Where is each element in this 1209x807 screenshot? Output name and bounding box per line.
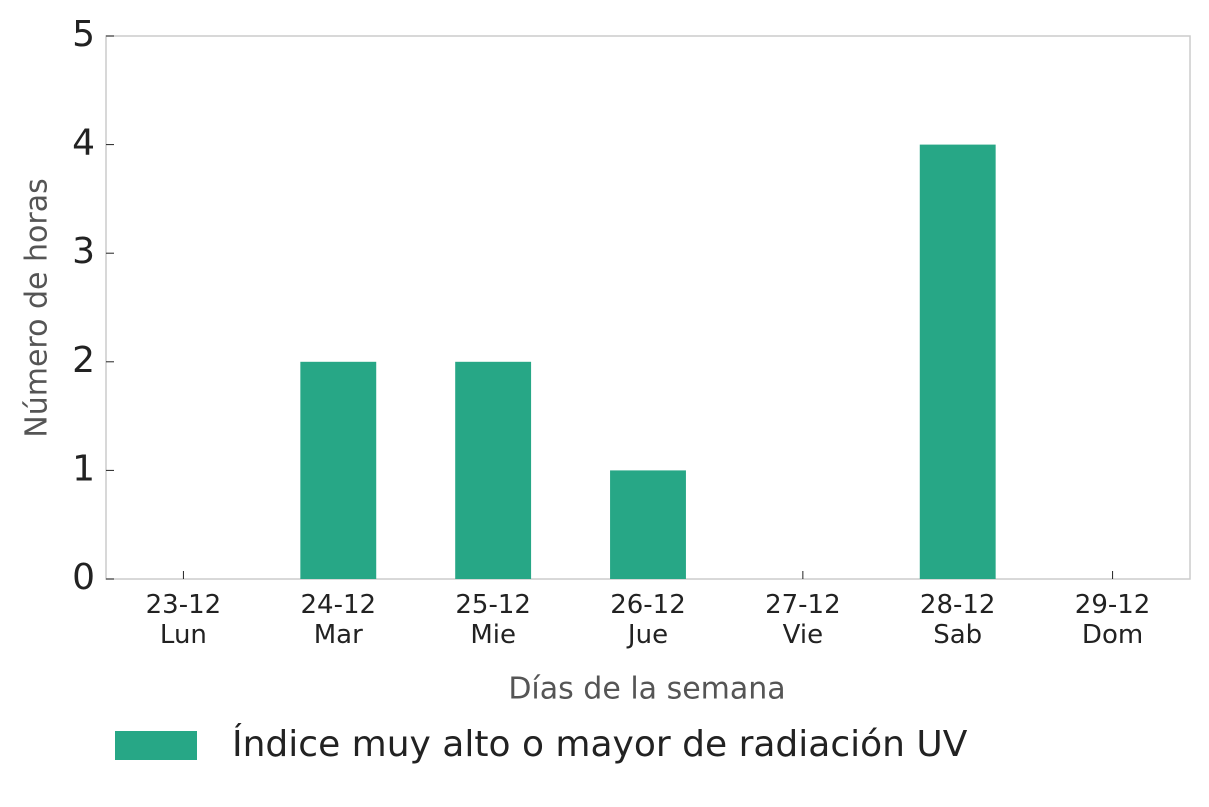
y-tick-label: 2 <box>72 340 95 381</box>
x-tick-label: 29-12 Dom <box>1074 590 1151 650</box>
y-axis-title: Número de horas <box>20 178 55 437</box>
x-axis-title: Días de la semana <box>508 672 785 707</box>
y-tick-label: 5 <box>72 14 95 55</box>
bar <box>300 361 377 579</box>
y-tick-label: 3 <box>72 231 95 272</box>
y-tick-label: 4 <box>72 123 95 164</box>
x-tick-label: 25-12 Mie <box>455 590 531 650</box>
x-tick-label: 28-12 Sab <box>919 590 996 650</box>
y-tick-label: 0 <box>72 557 95 598</box>
x-tick-label: 27-12 Vie <box>765 590 841 650</box>
x-tick-label: 26-12 Jue <box>610 590 686 650</box>
x-tick-label: 24-12 Mar <box>300 590 377 650</box>
bar <box>610 470 686 579</box>
x-tick-label: 23-12 Lun <box>145 590 222 650</box>
bar <box>919 144 996 579</box>
legend-swatch <box>115 731 197 760</box>
bar <box>455 361 532 579</box>
legend-label: Índice muy alto o mayor de radiación UV <box>232 723 968 765</box>
y-tick-label: 1 <box>72 448 95 489</box>
